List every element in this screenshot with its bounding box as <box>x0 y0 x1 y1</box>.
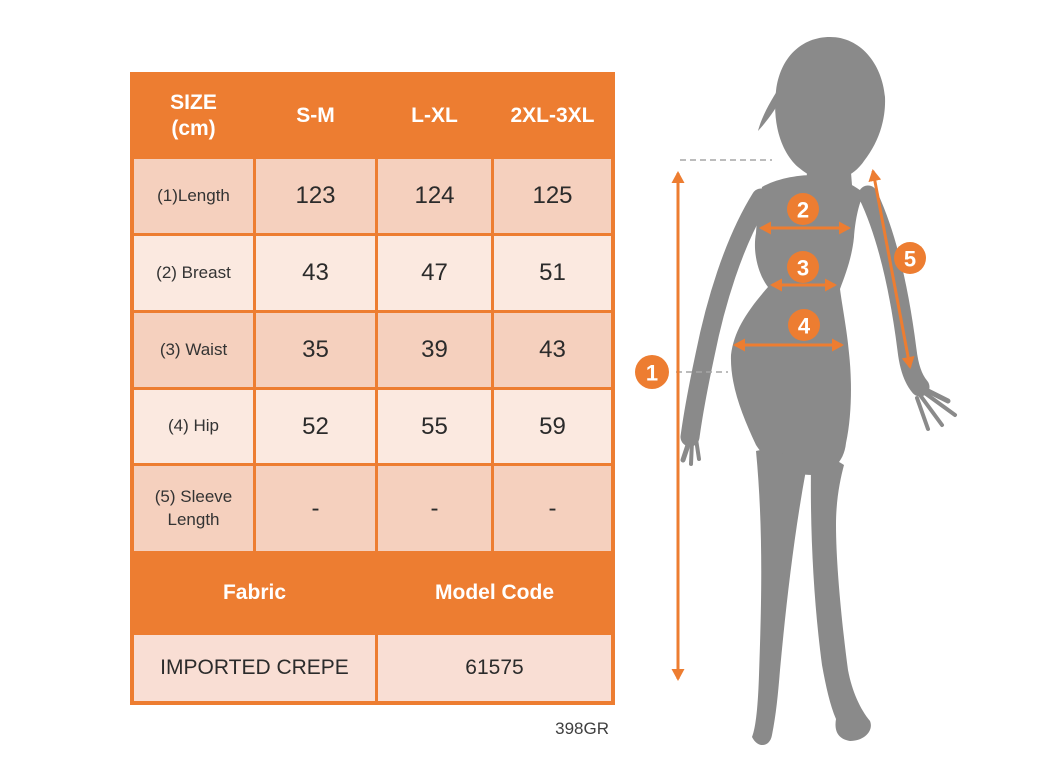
cell-sleeve-s-m: - <box>256 466 375 551</box>
cell-length-l-xl: 124 <box>378 159 491 233</box>
cell-waist-2xl-3xl: 43 <box>494 313 611 387</box>
cell-breast-l-xl: 47 <box>378 236 491 310</box>
marker-4-circle <box>788 309 820 341</box>
silhouette-right-leg <box>810 459 871 741</box>
marker-4-number: 4 <box>798 314 811 339</box>
marker-2-circle <box>787 193 819 225</box>
silhouette-left-fingers <box>689 437 701 466</box>
model-code-value: 61575 <box>378 635 611 701</box>
size-table: SIZE (cm) S-M L-XL 2XL-3XL (1)Length 123… <box>130 72 615 705</box>
marker-3-circle <box>787 251 819 283</box>
cell-breast-s-m: 43 <box>256 236 375 310</box>
fabric-header: Fabric <box>134 554 375 632</box>
sleeve-arrow <box>868 169 915 369</box>
woman-silhouette <box>680 37 957 746</box>
column-header-2xl-3xl: 2XL-3XL <box>494 76 611 156</box>
cell-waist-l-xl: 39 <box>378 313 491 387</box>
row-label-breast: (2) Breast <box>134 236 253 310</box>
silhouette-left-leg <box>752 449 806 746</box>
row-label-hip: (4) Hip <box>134 390 253 463</box>
cell-sleeve-l-xl: - <box>378 466 491 551</box>
marker-3-waist: 3 <box>787 251 819 283</box>
size-header-cell: SIZE (cm) <box>134 76 253 156</box>
fabric-value: IMPORTED CREPE <box>134 635 375 701</box>
marker-2-breast: 2 <box>787 193 819 225</box>
size-header-line1: SIZE <box>170 90 217 114</box>
marker-1-length: 1 <box>635 355 669 389</box>
silhouette-head <box>775 37 886 181</box>
row-label-waist: (3) Waist <box>134 313 253 387</box>
marker-1-circle <box>635 355 669 389</box>
silhouette-right-hand <box>917 384 951 404</box>
cell-hip-2xl-3xl: 59 <box>494 390 611 463</box>
column-header-s-m: S-M <box>256 76 375 156</box>
cell-hip-s-m: 52 <box>256 390 375 463</box>
body-measurement-diagram: 1 2 3 4 5 <box>635 37 957 746</box>
silhouette-right-arm <box>858 185 930 397</box>
cell-breast-2xl-3xl: 51 <box>494 236 611 310</box>
marker-5-number: 5 <box>904 247 916 272</box>
cell-length-s-m: 123 <box>256 159 375 233</box>
column-header-l-xl: L-XL <box>378 76 491 156</box>
cell-hip-l-xl: 55 <box>378 390 491 463</box>
marker-1-number: 1 <box>646 361 658 386</box>
marker-3-number: 3 <box>797 256 809 281</box>
size-header-line2: (cm) <box>171 117 216 140</box>
model-code-header: Model Code <box>378 554 611 632</box>
row-label-sleeve-length: (5) Sleeve Length <box>134 466 253 551</box>
marker-4-hip: 4 <box>788 309 820 341</box>
color-code-label: 398GR <box>555 719 609 738</box>
cell-sleeve-2xl-3xl: - <box>494 466 611 551</box>
cell-waist-s-m: 35 <box>256 313 375 387</box>
marker-2-number: 2 <box>797 198 809 223</box>
row-label-length: (1)Length <box>134 159 253 233</box>
marker-5-circle <box>894 242 926 274</box>
silhouette-right-fingers <box>915 389 957 431</box>
silhouette-left-arm <box>680 188 771 447</box>
cell-length-2xl-3xl: 125 <box>494 159 611 233</box>
silhouette-hair-wisp <box>758 83 784 131</box>
marker-5-sleeve: 5 <box>894 242 926 274</box>
